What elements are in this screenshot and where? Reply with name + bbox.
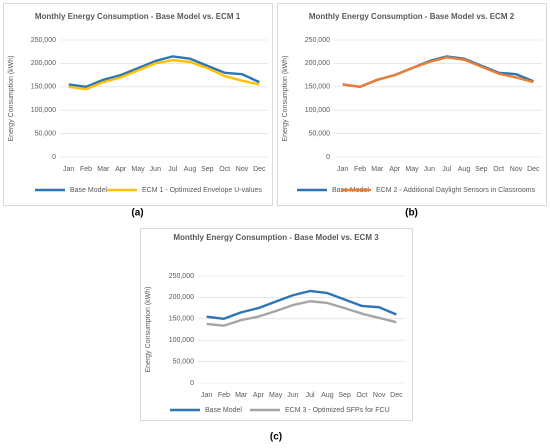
series-line [68,55,260,88]
x-tick-label: Dec [527,166,540,173]
x-tick-label: May [269,392,283,399]
y-tick-label: 100,000 [169,337,194,344]
x-tick-label: Nov [236,166,249,173]
y-tick-label: 0 [326,154,330,161]
x-tick-label: Mar [235,392,248,399]
y-tick-label: 150,000 [31,84,56,91]
x-tick-label: Sep [201,166,214,173]
x-tick-label: Apr [389,166,401,173]
y-tick-label: 150,000 [169,316,194,323]
series-line [68,58,260,91]
x-tick-label: Jul [442,166,451,173]
x-tick-label: Aug [458,166,471,173]
x-tick-label: Sep [338,392,351,399]
y-axis-label: Energy Consumption (kWh) [282,56,289,142]
y-tick-label: 100,000 [305,107,330,114]
panel-label: (c) [270,432,282,443]
y-tick-label: 250,000 [31,37,56,44]
legend-label: ECM 3 - Optimized SFPs for FCU [285,407,390,414]
x-tick-label: May [131,166,145,173]
x-tick-label: Dec [390,392,403,399]
x-tick-label: Jun [150,166,161,173]
x-tick-label: Jan [201,392,212,399]
panel-label: (a) [131,208,143,219]
x-tick-label: Dec [253,166,266,173]
y-tick-label: 0 [52,154,56,161]
chart-title: Monthly Energy Consumption - Base Model … [35,12,241,21]
x-tick-label: Jul [306,392,315,399]
chart-title: Monthly Energy Consumption - Base Model … [173,233,379,242]
y-tick-label: 50,000 [173,358,195,365]
legend-label: Base Model [70,187,107,194]
y-tick-label: 250,000 [305,37,330,44]
panel-label: (b) [405,208,418,219]
y-axis-label: Energy Consumption (kWh) [145,287,152,373]
legend-label: ECM 1 - Optimized Envelope U-values [142,187,262,194]
chart-frame [277,3,547,206]
x-tick-label: Feb [80,166,92,173]
x-tick-label: Feb [218,392,230,399]
x-tick-label: Aug [321,392,334,399]
chart-frame [3,3,273,206]
x-tick-label: Jul [168,166,177,173]
x-tick-label: Apr [115,166,127,173]
y-tick-label: 250,000 [169,273,194,280]
y-tick-label: 100,000 [31,107,56,114]
x-tick-label: Nov [373,392,386,399]
x-tick-label: Oct [356,392,367,399]
y-tick-label: 200,000 [31,60,56,67]
series-line [342,56,534,88]
legend-label: ECM 2 - Additional Daylight Sensors in C… [376,187,536,194]
x-tick-label: Jan [63,166,74,173]
y-tick-label: 150,000 [305,84,330,91]
x-tick-label: Jun [424,166,435,173]
x-tick-label: Nov [510,166,523,173]
x-tick-label: Sep [475,166,488,173]
x-tick-label: Mar [371,166,384,173]
y-tick-label: 50,000 [309,130,331,137]
x-tick-label: Feb [354,166,366,173]
y-tick-label: 200,000 [169,294,194,301]
chart-title: Monthly Energy Consumption - Base Model … [309,12,515,21]
x-tick-label: Jun [287,392,298,399]
x-tick-label: Aug [184,166,197,173]
series-line [206,289,397,320]
x-tick-label: Apr [253,392,265,399]
y-tick-label: 200,000 [305,60,330,67]
y-tick-label: 0 [190,380,194,387]
series-line [206,300,397,327]
x-tick-label: Oct [493,166,504,173]
x-tick-label: May [405,166,419,173]
y-tick-label: 50,000 [35,130,57,137]
legend-label: Base Model [205,407,242,414]
x-tick-label: Mar [97,166,110,173]
y-axis-label: Energy Consumption (kWh) [8,56,15,142]
chart-frame [140,228,413,421]
x-tick-label: Jan [337,166,348,173]
x-tick-label: Oct [219,166,230,173]
